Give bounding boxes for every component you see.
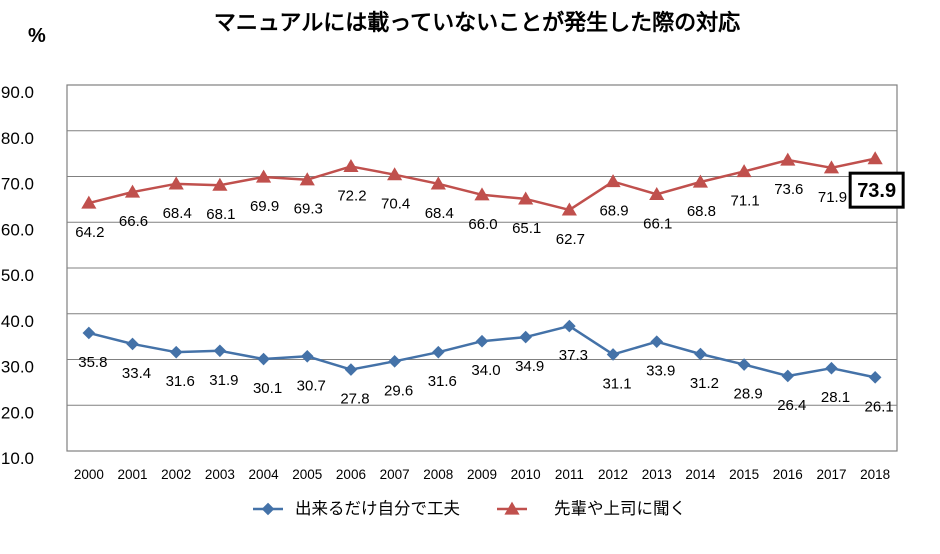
- svg-text:28.9: 28.9: [734, 386, 763, 403]
- svg-text:2008: 2008: [423, 467, 453, 482]
- svg-text:64.2: 64.2: [75, 224, 104, 241]
- svg-text:30.0: 30.0: [1, 358, 34, 377]
- svg-text:72.2: 72.2: [337, 187, 366, 204]
- svg-text:30.7: 30.7: [297, 377, 326, 394]
- svg-text:2000: 2000: [74, 467, 104, 482]
- svg-text:65.1: 65.1: [512, 220, 541, 237]
- svg-text:62.7: 62.7: [556, 231, 585, 248]
- svg-text:2009: 2009: [467, 467, 497, 482]
- svg-text:35.8: 35.8: [78, 354, 107, 371]
- svg-text:31.6: 31.6: [428, 373, 457, 390]
- svg-text:%: %: [28, 25, 46, 47]
- svg-text:20.0: 20.0: [1, 403, 34, 422]
- svg-text:2002: 2002: [161, 467, 191, 482]
- svg-text:34.9: 34.9: [515, 358, 544, 375]
- svg-text:69.3: 69.3: [294, 201, 323, 218]
- svg-text:2010: 2010: [511, 467, 541, 482]
- svg-text:33.9: 33.9: [646, 363, 675, 380]
- svg-text:2014: 2014: [685, 467, 716, 482]
- svg-text:68.4: 68.4: [163, 205, 192, 222]
- svg-text:70.4: 70.4: [381, 196, 410, 213]
- svg-text:10.0: 10.0: [1, 449, 34, 468]
- svg-text:68.9: 68.9: [599, 203, 628, 220]
- svg-text:2013: 2013: [642, 467, 672, 482]
- svg-text:2003: 2003: [205, 467, 235, 482]
- svg-text:34.0: 34.0: [471, 362, 500, 379]
- svg-text:69.9: 69.9: [250, 198, 279, 215]
- svg-text:26.4: 26.4: [777, 397, 806, 414]
- svg-text:50.0: 50.0: [1, 266, 34, 285]
- svg-text:2015: 2015: [729, 467, 759, 482]
- svg-text:31.6: 31.6: [166, 373, 195, 390]
- svg-text:80.0: 80.0: [1, 129, 34, 148]
- svg-text:2001: 2001: [118, 467, 148, 482]
- svg-text:2005: 2005: [292, 467, 322, 482]
- svg-text:33.4: 33.4: [122, 365, 151, 382]
- svg-text:2011: 2011: [555, 467, 584, 482]
- svg-text:27.8: 27.8: [340, 391, 369, 408]
- svg-text:68.8: 68.8: [687, 203, 716, 220]
- svg-text:73.9: 73.9: [857, 180, 896, 202]
- svg-text:68.4: 68.4: [425, 205, 454, 222]
- svg-text:31.2: 31.2: [690, 375, 719, 392]
- svg-text:66.6: 66.6: [119, 213, 148, 230]
- svg-text:71.9: 71.9: [818, 189, 847, 206]
- svg-text:2004: 2004: [249, 467, 280, 482]
- svg-text:60.0: 60.0: [1, 220, 34, 239]
- svg-text:先輩や上司に聞く: 先輩や上司に聞く: [554, 499, 686, 518]
- svg-text:28.1: 28.1: [821, 389, 850, 406]
- svg-text:73.6: 73.6: [774, 181, 803, 198]
- svg-text:30.1: 30.1: [253, 380, 282, 397]
- svg-text:68.1: 68.1: [206, 206, 235, 223]
- svg-text:40.0: 40.0: [1, 312, 34, 331]
- svg-text:26.1: 26.1: [865, 398, 894, 415]
- svg-text:2018: 2018: [860, 467, 890, 482]
- svg-text:66.1: 66.1: [643, 215, 672, 232]
- svg-text:2016: 2016: [773, 467, 803, 482]
- svg-text:マニュアルには載っていないことが発生した際の対応: マニュアルには載っていないことが発生した際の対応: [214, 10, 740, 35]
- svg-text:出来るだけ自分で工夫: 出来るだけ自分で工夫: [295, 499, 460, 518]
- svg-text:37.3: 37.3: [559, 347, 588, 364]
- svg-text:2017: 2017: [816, 467, 846, 482]
- svg-text:2006: 2006: [336, 467, 366, 482]
- svg-text:29.6: 29.6: [384, 382, 413, 399]
- svg-text:2012: 2012: [598, 467, 628, 482]
- svg-text:2007: 2007: [380, 467, 410, 482]
- svg-text:70.0: 70.0: [1, 175, 34, 194]
- svg-text:71.1: 71.1: [731, 192, 760, 209]
- svg-text:31.9: 31.9: [209, 372, 238, 389]
- svg-text:90.0: 90.0: [1, 83, 34, 102]
- svg-text:31.1: 31.1: [602, 375, 631, 392]
- svg-text:66.0: 66.0: [468, 216, 497, 233]
